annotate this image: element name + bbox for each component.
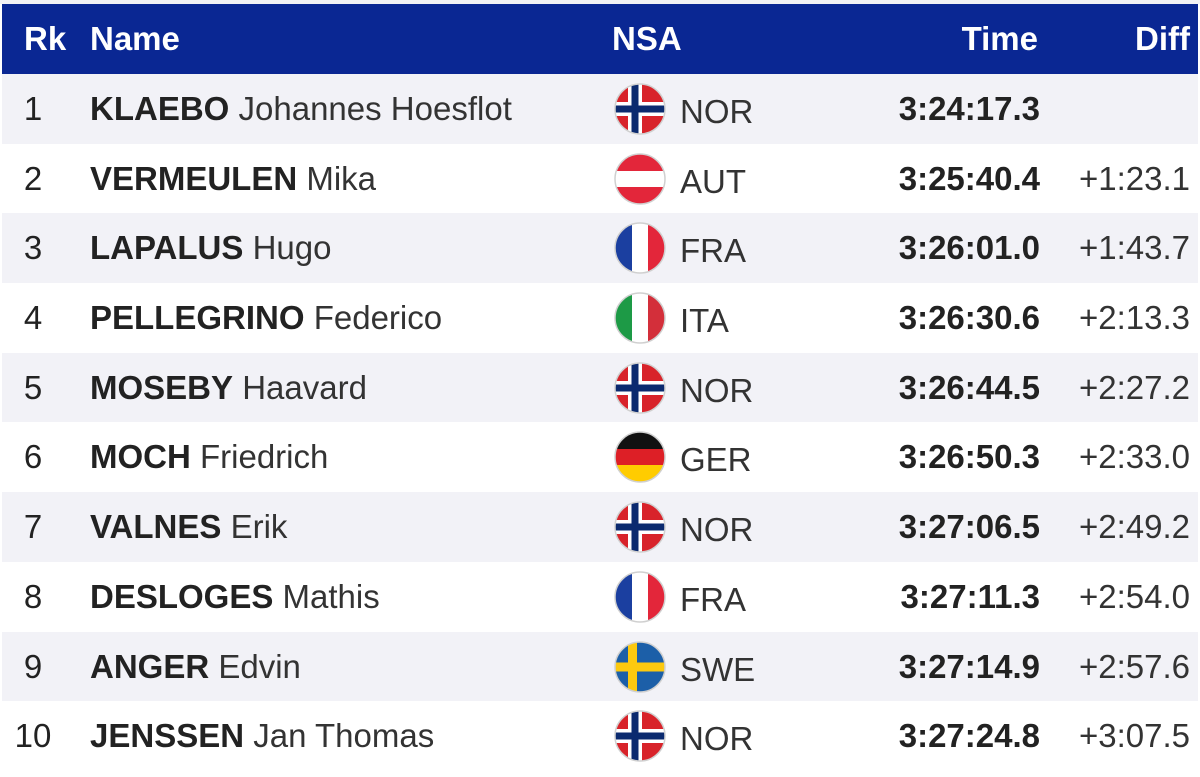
athlete-surname: KLAEBO [90, 90, 230, 127]
nsa-code: FRA [680, 580, 746, 618]
diff-cell: +2:54.0 [1078, 577, 1190, 615]
athlete-given-name: Federico [313, 299, 443, 337]
time-cell: 3:27:24.8 [898, 717, 1040, 755]
diff-cell: +2:33.0 [1078, 438, 1190, 476]
nsa-code: NOR [680, 511, 754, 549]
athlete-given-name: Erik [230, 508, 288, 546]
header-name[interactable]: Name [90, 20, 180, 57]
table-row[interactable]: 1 KLAEBO Johannes Hoesflot NOR 3:24:17.3 [2, 74, 1198, 144]
athlete-name[interactable]: LAPALUS Hugo [90, 213, 331, 282]
athlete-name[interactable]: MOCH Friedrich [90, 422, 328, 491]
athlete-given-name: Mika [306, 159, 377, 197]
diff-cell: +1:43.7 [1078, 229, 1190, 267]
table-header: Rk Name NSA Time Diff [2, 4, 1198, 74]
rank-cell: 4 [23, 299, 43, 337]
nsa-code: SWE [680, 650, 756, 688]
athlete-surname: VALNES [90, 508, 222, 546]
rank-cell: 7 [23, 508, 43, 546]
rank-cell: 1 [23, 90, 43, 127]
nsa-code: FRA [680, 232, 746, 270]
nsa-code: GER [680, 441, 752, 479]
time-cell: 3:26:01.0 [898, 229, 1040, 267]
time-cell: 3:26:30.6 [898, 299, 1040, 337]
athlete-given-name: Edvin [218, 647, 301, 685]
france-flag-icon [614, 571, 666, 623]
athlete-name[interactable]: MOSEBY Haavard [90, 353, 367, 422]
rank-cell: 2 [23, 159, 43, 197]
germany-flag-icon [614, 431, 666, 484]
nsa-code: NOR [680, 371, 754, 409]
rank-cell: 8 [23, 577, 43, 615]
athlete-surname: MOSEBY [90, 368, 234, 406]
table-row[interactable]: 9 ANGER Edvin SWE 3:27:14.9 +2:57.6 [2, 631, 1198, 702]
rank-cell: 9 [23, 647, 43, 685]
athlete-name[interactable]: VALNES Erik [90, 492, 287, 561]
top-divider [0, 0, 1200, 4]
athlete-name[interactable]: JENSSEN Jan Thomas [90, 701, 434, 770]
rank-cell: 3 [23, 229, 43, 267]
athlete-surname: MOCH [90, 438, 191, 476]
athlete-name[interactable]: PELLEGRINO Federico [90, 283, 442, 352]
time-cell: 3:25:40.4 [898, 159, 1040, 197]
athlete-name[interactable]: VERMEULEN Mika [90, 144, 376, 213]
rank-cell: 10 [14, 717, 52, 755]
athlete-name[interactable]: ANGER Edvin [90, 632, 301, 701]
athlete-name[interactable]: DESLOGES Mathis [90, 562, 380, 631]
table-row[interactable]: 10 JENSSEN Jan Thomas NOR 3:27:24.8 +3:0… [2, 701, 1198, 771]
athlete-given-name: Hugo [252, 229, 332, 267]
time-cell: 3:26:44.5 [898, 368, 1040, 406]
time-cell: 3:27:14.9 [898, 647, 1040, 685]
athlete-given-name: Jan Thomas [253, 717, 435, 755]
athlete-given-name: Johannes Hoesflot [238, 90, 512, 127]
table-row[interactable]: 5 MOSEBY Haavard NOR 3:26:44.5 +2:27.2 [2, 352, 1198, 423]
table-row[interactable]: 4 PELLEGRINO Federico ITA 3:26:30.6 +2:1… [2, 283, 1198, 353]
time-cell: 3:27:06.5 [898, 508, 1040, 546]
diff-cell: +2:13.3 [1078, 299, 1190, 337]
athlete-surname: DESLOGES [90, 577, 274, 615]
athlete-surname: JENSSEN [90, 717, 245, 755]
time-cell: 3:24:17.3 [898, 90, 1040, 127]
table-body: 1 KLAEBO Johannes Hoesflot NOR 3:24:17.3… [2, 74, 1198, 771]
athlete-given-name: Haavard [242, 368, 367, 406]
norway-flag-icon [614, 501, 666, 553]
norway-flag-icon [614, 362, 666, 414]
header-rank[interactable]: Rk [24, 20, 67, 57]
norway-flag-icon [614, 710, 666, 762]
header-nsa[interactable]: NSA [612, 20, 682, 57]
header-diff[interactable]: Diff [1135, 20, 1190, 57]
athlete-given-name: Friedrich [200, 438, 329, 476]
sweden-flag-icon [614, 640, 666, 693]
time-cell: 3:26:50.3 [898, 438, 1040, 476]
rank-cell: 5 [23, 368, 43, 406]
athlete-surname: LAPALUS [90, 229, 244, 267]
athlete-name[interactable]: KLAEBO Johannes Hoesflot [90, 74, 512, 143]
table-row[interactable]: 8 DESLOGES Mathis FRA 3:27:11.3 +2:54.0 [2, 561, 1198, 632]
table-row[interactable]: 6 MOCH Friedrich GER 3:26:50.3 +2:33.0 [2, 422, 1198, 493]
table-row[interactable]: 3 LAPALUS Hugo FRA 3:26:01.0 +1:43.7 [2, 213, 1198, 284]
diff-cell: +1:23.1 [1078, 159, 1190, 197]
rank-cell: 6 [23, 438, 43, 476]
athlete-surname: PELLEGRINO [90, 299, 305, 337]
norway-flag-icon [614, 83, 666, 135]
results-table: Rk Name NSA Time Diff 1 KLAEBO Johannes … [2, 4, 1198, 771]
table-row[interactable]: 2 VERMEULEN Mika AUT 3:25:40.4 +1:23.1 [2, 143, 1198, 214]
diff-cell: +2:27.2 [1078, 368, 1190, 406]
diff-cell: +3:07.5 [1078, 717, 1190, 755]
nsa-code: NOR [680, 93, 754, 130]
nsa-code: NOR [680, 720, 754, 758]
diff-cell: +2:57.6 [1078, 647, 1190, 685]
time-cell: 3:27:11.3 [900, 577, 1040, 615]
nsa-code: ITA [680, 302, 729, 340]
header-time[interactable]: Time [961, 20, 1038, 57]
france-flag-icon [614, 222, 666, 275]
nsa-code: AUT [680, 162, 746, 200]
italy-flag-icon [614, 292, 666, 344]
austria-flag-icon [614, 152, 666, 205]
athlete-surname: VERMEULEN [90, 159, 298, 197]
diff-cell: +2:49.2 [1078, 508, 1190, 546]
athlete-surname: ANGER [90, 647, 210, 685]
table-row[interactable]: 7 VALNES Erik NOR 3:27:06.5 +2:49.2 [2, 492, 1198, 562]
athlete-given-name: Mathis [282, 577, 380, 615]
